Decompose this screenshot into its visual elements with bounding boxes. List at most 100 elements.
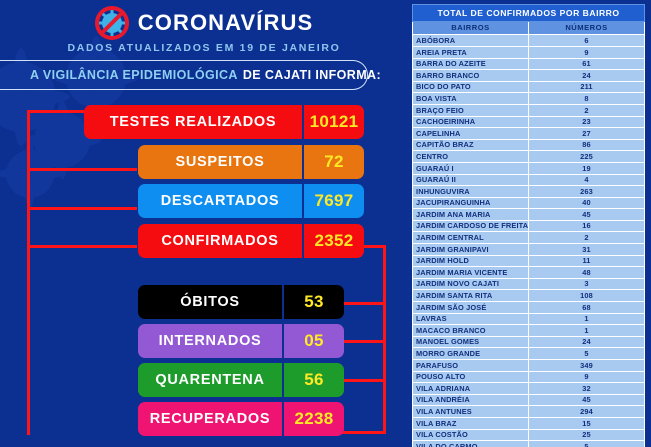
cell-bairro: JARDIM ANA MARIA [412,208,529,221]
cell-numero: 263 [528,185,645,198]
stat-row-confirmados[interactable]: CONFIRMADOS 2352 [138,224,364,258]
cell-bairro: BICO DO PATO [412,80,529,94]
cell-numero: 45 [528,208,645,221]
stat-row-recuperados[interactable]: RECUPERADOS 2238 [138,402,344,436]
cell-bairro: JARDIM SANTA RITA [412,289,529,303]
table-row: BARRA DO AZEITE 61 [412,57,645,71]
cell-bairro: JARDIM CARDOSO DE FREITAS [412,219,529,233]
cell-numero: 32 [528,382,645,395]
table-title-row: TOTAL DE CONFIRMADOS POR BAIRRO [412,4,645,22]
table-row: BARRO BRANCO 24 [412,69,645,82]
stat-label: SUSPEITOS [175,154,265,170]
cell-bairro: JARDIM NOVO CAJATI [412,277,529,291]
table-row: VILA ADRIANA 32 [412,382,645,395]
connector-branch-suspeitos [27,168,137,171]
brand-header: CORONAVÍRUS [0,6,408,40]
table-row: LAVRAS 1 [412,312,645,326]
cell-bairro: VILA DO CARMO [412,440,529,447]
cell-bairro: BARRO BRANCO [412,69,529,82]
cell-bairro: VILA BRAZ [412,416,529,430]
table-row: CACHOEIRINHA 23 [412,115,645,129]
connector-branch-confirmados [27,245,137,248]
cell-numero: 2 [528,231,645,245]
cell-numero: 86 [528,138,645,152]
stat-row-obitos[interactable]: ÓBITOS 53 [138,285,344,319]
confirmed-by-neighborhood-table: TOTAL DE CONFIRMADOS POR BAIRRO BAIRROS … [412,4,645,447]
neighborhood-table-panel: TOTAL DE CONFIRMADOS POR BAIRRO BAIRROS … [408,0,651,447]
connector-line-vertical-right [383,245,386,434]
stat-divider [302,224,304,258]
table-row: JARDIM NOVO CAJATI 3 [412,277,645,291]
cell-numero: 3 [528,277,645,291]
coronavirus-prohibited-icon [94,6,129,40]
cell-bairro: CACHOEIRINHA [412,115,529,129]
stat-label: ÓBITOS [180,294,240,310]
cell-bairro: GUARAÚ I [412,161,529,175]
stat-row-testes-realizados[interactable]: TESTES REALIZADOS 10121 [84,105,364,139]
cell-numero: 5 [528,440,645,447]
cell-numero: 27 [528,127,645,140]
stat-label: INTERNADOS [158,333,262,349]
cell-numero: 19 [528,161,645,175]
stat-value: 10121 [309,112,359,131]
cell-numero: 24 [528,69,645,82]
table-row: MACACO BRANCO 1 [412,324,645,337]
stat-divider [302,145,304,179]
cell-bairro: JARDIM SÃO JOSÉ [412,301,529,314]
table-row: POUSO ALTO 9 [412,370,645,384]
cell-bairro: INHUNGUVIRA [412,185,529,198]
cell-bairro: CAPELINHA [412,127,529,140]
stat-label: TESTES REALIZADOS [109,114,277,130]
cell-numero: 9 [528,45,645,59]
connector-branch-confirmados-right [345,245,386,248]
table-row: VILA ANDRÉIA 45 [412,393,645,407]
cell-bairro: CENTRO [412,150,529,163]
cell-bairro: BRAÇO FEIO [412,103,529,117]
stat-label: QUARENTENA [155,372,265,388]
stat-row-quarentena[interactable]: QUARENTENA 56 [138,363,344,397]
table-row: JARDIM SÃO JOSÉ 68 [412,301,645,314]
cell-bairro: POUSO ALTO [412,370,529,384]
banner-highlight: A VIGILÂNCIA EPIDEMIOLÓGICA [30,68,238,82]
stat-row-internados[interactable]: INTERNADOS 05 [138,324,344,358]
cell-bairro: MORRO GRANDE [412,347,529,360]
column-header-numeros: NÚMEROS [528,20,645,36]
cell-bairro: VILA ADRIANA [412,382,529,395]
cell-numero: 31 [528,243,645,256]
cell-numero: 61 [528,57,645,71]
cell-bairro: JARDIM CENTRAL [412,231,529,245]
cell-numero: 294 [528,405,645,418]
cell-numero: 349 [528,359,645,372]
cell-bairro: ABÓBORA [412,34,529,47]
cell-bairro: VILA COSTÃO [412,428,529,442]
table-row: CAPELINHA 27 [412,127,645,140]
cell-numero: 4 [528,173,645,187]
cell-numero: 1 [528,312,645,326]
cell-numero: 11 [528,254,645,268]
table-row: JARDIM GRANIPAVI 31 [412,243,645,256]
stat-label: DESCARTADOS [160,193,280,209]
cell-numero: 6 [528,34,645,47]
table-row: GUARAÚ I 19 [412,161,645,175]
stat-divider [282,402,284,436]
connector-branch-recuperados [340,431,386,434]
cell-bairro: VILA ANTUNES [412,405,529,418]
stat-value: 7697 [314,191,354,210]
cell-numero: 25 [528,428,645,442]
table-row: JARDIM MARIA VICENTE 48 [412,266,645,279]
cell-bairro: LAVRAS [412,312,529,326]
table-row: INHUNGUVIRA 263 [412,185,645,198]
stat-row-suspeitos[interactable]: SUSPEITOS 72 [138,145,364,179]
table-row: CENTRO 225 [412,150,645,163]
table-header-row: BAIRROS NÚMEROS [412,20,645,36]
table-row: VILA ANTUNES 294 [412,405,645,418]
table-row: VILA COSTÃO 25 [412,428,645,442]
table-row: JARDIM SANTA RITA 108 [412,289,645,303]
stat-row-descartados[interactable]: DESCARTADOS 7697 [138,184,364,218]
cell-numero: 5 [528,347,645,360]
cell-numero: 108 [528,289,645,303]
stat-label: RECUPERADOS [149,411,271,427]
table-row: JACUPIRANGUINHA 40 [412,196,645,210]
connector-branch-testes [27,110,109,113]
table-row: JARDIM CENTRAL 2 [412,231,645,245]
